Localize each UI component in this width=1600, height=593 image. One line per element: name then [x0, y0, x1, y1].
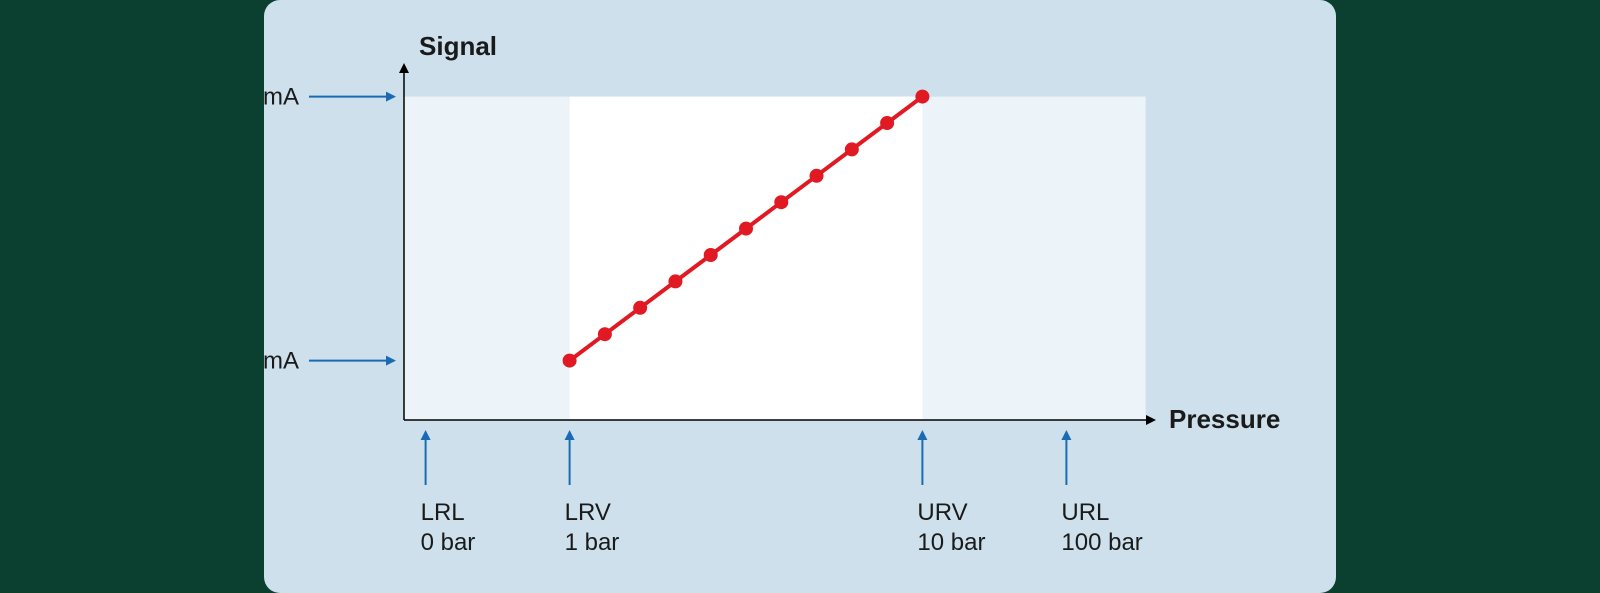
x-annotation-key: LRL: [421, 499, 465, 526]
series-marker: [915, 90, 929, 104]
x-annotation-value: 10 bar: [917, 529, 985, 556]
series-marker: [704, 248, 718, 262]
series-marker: [880, 116, 894, 130]
x-annotation-value: 0 bar: [421, 529, 476, 556]
series-marker: [774, 195, 788, 209]
plot-band-inner: [570, 97, 923, 420]
x-annotation-key: URV: [917, 499, 967, 526]
x-annotation-key: LRV: [565, 499, 611, 526]
series-marker: [810, 169, 824, 183]
signal-pressure-chart: Signal Pressure 4 mA 20 mA LRL 0 bar LRV 1 bar U…: [264, 0, 1336, 593]
x-annotation-value: 100 bar: [1061, 529, 1142, 556]
y-tick-label: 20 mA: [264, 84, 299, 111]
series-marker: [739, 222, 753, 236]
series-marker: [668, 274, 682, 288]
series-marker: [845, 142, 859, 156]
chart-card: Signal Pressure 4 mA 20 mA LRL 0 bar LRV 1 bar U…: [264, 0, 1336, 593]
series-marker: [598, 327, 612, 341]
series-marker: [633, 301, 647, 315]
series-marker: [563, 354, 577, 368]
y-tick-label: 4 mA: [264, 348, 299, 375]
x-axis-title: Pressure: [1169, 404, 1280, 434]
x-annotation-value: 1 bar: [565, 529, 620, 556]
y-axis-title: Signal: [419, 31, 497, 61]
x-annotation-key: URL: [1061, 499, 1109, 526]
